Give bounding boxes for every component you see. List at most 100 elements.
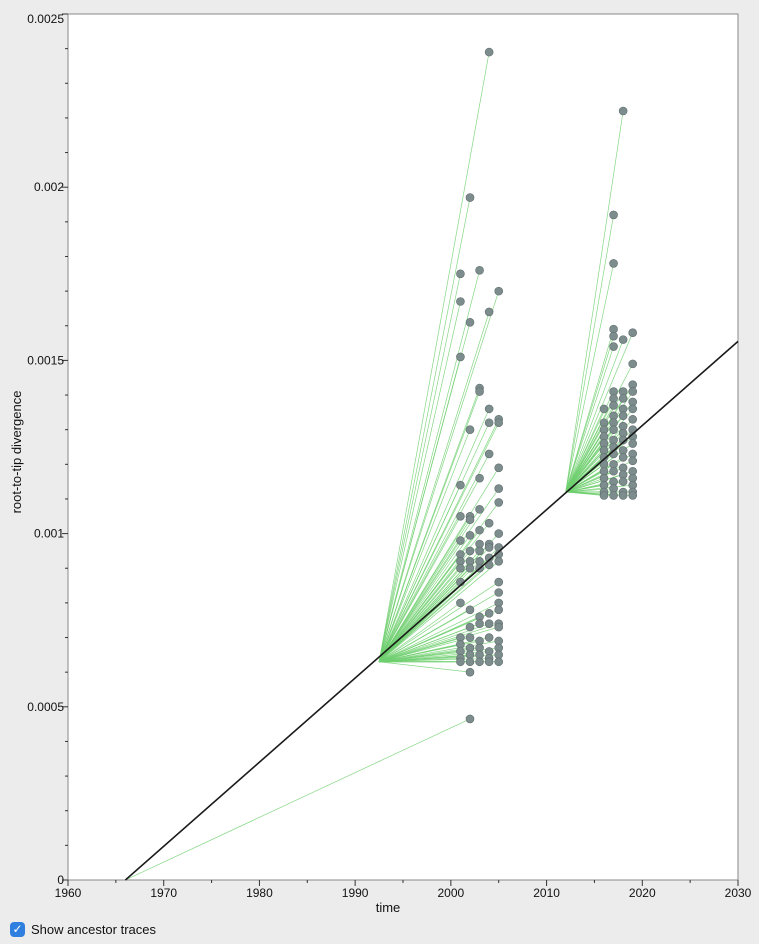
data-point bbox=[484, 47, 494, 57]
data-point bbox=[618, 453, 628, 462]
data-point bbox=[609, 401, 618, 410]
ancestor-trace bbox=[565, 263, 614, 493]
ancestor-trace bbox=[125, 718, 471, 881]
ancestor-trace bbox=[378, 516, 461, 662]
data-point bbox=[465, 317, 475, 327]
x-tick-label: 1970 bbox=[150, 886, 177, 900]
footer-bar: ✓ Show ancestor traces bbox=[10, 919, 156, 939]
data-point bbox=[465, 193, 475, 202]
data-point bbox=[494, 588, 504, 597]
ancestor-trace bbox=[378, 453, 490, 662]
data-point bbox=[628, 359, 638, 369]
ancestor-trace bbox=[378, 270, 480, 662]
ancestor-trace bbox=[378, 422, 500, 662]
ancestor-trace bbox=[378, 484, 461, 662]
data-point bbox=[494, 463, 504, 473]
data-point bbox=[609, 425, 618, 434]
data-point bbox=[618, 335, 628, 344]
check-icon: ✓ bbox=[12, 922, 23, 936]
data-point bbox=[475, 266, 484, 275]
ancestor-trace bbox=[378, 52, 490, 662]
ancestor-trace bbox=[378, 356, 461, 662]
data-point bbox=[456, 269, 465, 279]
ancestor-trace bbox=[378, 273, 461, 662]
x-tick-label: 1990 bbox=[342, 886, 369, 900]
data-point bbox=[628, 387, 638, 396]
ancestor-trace bbox=[378, 567, 471, 663]
data-point bbox=[618, 477, 628, 486]
data-point bbox=[475, 387, 484, 396]
data-point bbox=[456, 598, 465, 608]
x-tick-label: 1980 bbox=[246, 886, 273, 900]
data-point bbox=[494, 605, 504, 615]
data-point bbox=[456, 352, 465, 362]
ancestor-trace bbox=[378, 602, 461, 663]
show-ancestor-traces-label[interactable]: Show ancestor traces bbox=[31, 921, 157, 937]
ancestor-trace bbox=[378, 581, 499, 663]
regression-line-group bbox=[124, 340, 739, 881]
ancestor-trace bbox=[378, 519, 471, 662]
data-point bbox=[465, 425, 475, 434]
data-point bbox=[609, 491, 618, 500]
data-point bbox=[609, 210, 618, 220]
y-tick-label: 0.0005 bbox=[27, 700, 64, 714]
ancestor-trace bbox=[565, 336, 614, 493]
ancestor-trace bbox=[378, 391, 480, 662]
ancestor-trace bbox=[378, 561, 471, 663]
data-point bbox=[465, 563, 475, 573]
ancestor-trace bbox=[565, 214, 614, 493]
ancestor-trace bbox=[565, 346, 614, 493]
data-point bbox=[494, 577, 504, 587]
ancestor-trace bbox=[378, 408, 490, 662]
ancestor-trace bbox=[378, 488, 500, 662]
x-tick-label: 1960 bbox=[55, 886, 82, 900]
data-point bbox=[628, 414, 638, 424]
data-point bbox=[484, 543, 494, 552]
data-point bbox=[456, 657, 465, 667]
x-axis-title: time bbox=[376, 900, 401, 915]
ancestor-trace bbox=[378, 637, 471, 663]
ancestor-trace bbox=[565, 339, 624, 493]
data-point bbox=[465, 714, 475, 724]
ancestor-trace bbox=[378, 540, 461, 662]
ancestor-trace bbox=[378, 623, 480, 663]
ancestor-trace bbox=[378, 535, 471, 662]
regression-line bbox=[124, 340, 739, 881]
y-tick-label: 0.002 bbox=[34, 180, 64, 194]
data-point bbox=[628, 491, 638, 500]
data-point bbox=[628, 328, 638, 337]
y-tick-label: 0.0015 bbox=[27, 353, 64, 367]
data-point bbox=[628, 439, 638, 448]
data-point bbox=[618, 435, 628, 445]
ancestor-trace bbox=[378, 609, 471, 663]
ancestor-trace bbox=[378, 197, 471, 662]
data-point bbox=[484, 418, 494, 428]
ancestor-trace bbox=[378, 626, 499, 663]
ancestor-trace bbox=[379, 661, 471, 673]
x-tick-label: 2000 bbox=[438, 886, 465, 900]
show-ancestor-traces-checkbox[interactable]: ✓ bbox=[10, 921, 25, 937]
data-point bbox=[456, 297, 465, 306]
data-point bbox=[475, 525, 484, 535]
ancestor-trace bbox=[378, 568, 461, 662]
data-point bbox=[609, 466, 618, 476]
data-point bbox=[494, 286, 504, 296]
data-point bbox=[609, 331, 618, 341]
data-point bbox=[484, 518, 494, 528]
data-point bbox=[628, 456, 638, 466]
ancestor-trace bbox=[378, 291, 500, 662]
data-point bbox=[465, 667, 475, 677]
y-tick-label: 0.001 bbox=[34, 527, 64, 541]
ancestor-trace bbox=[378, 554, 461, 662]
data-point bbox=[475, 505, 484, 514]
data-point bbox=[475, 546, 484, 556]
ancestor-trace bbox=[378, 561, 499, 663]
data-point bbox=[456, 563, 465, 573]
data-point bbox=[484, 619, 494, 628]
data-point bbox=[484, 608, 494, 618]
data-point bbox=[465, 633, 475, 642]
data-point bbox=[494, 622, 504, 632]
ancestor-trace bbox=[565, 398, 614, 493]
ancestor-trace bbox=[378, 564, 490, 663]
